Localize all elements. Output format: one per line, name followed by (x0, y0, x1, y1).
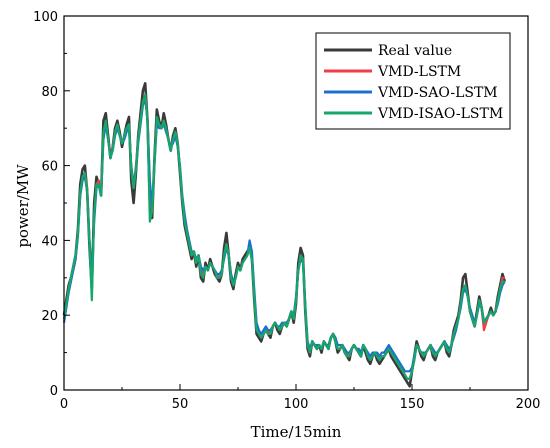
x-tick-label: 150 (400, 397, 425, 412)
y-axis-title: power/MW (14, 164, 32, 248)
y-tick-label: 0 (50, 384, 58, 399)
x-tick-label: 0 (60, 397, 68, 412)
x-tick-label: 100 (284, 397, 309, 412)
x-axis-title: Time/15min (251, 423, 342, 441)
y-tick-label: 100 (33, 10, 58, 25)
series-line-4 (62, 93, 505, 380)
legend: Real value VMD-LSTM VMD-SAO-LSTM VMD-ISAO-L… (315, 32, 511, 130)
legend-label-2: VMD-LSTM (377, 64, 461, 80)
series-layer (62, 82, 507, 388)
x-tick-label: 50 (172, 397, 189, 412)
y-tick-label: 80 (41, 85, 58, 100)
legend-label-3: VMD-SAO-LSTM (377, 85, 498, 101)
y-tick-label: 20 (41, 309, 58, 324)
ticks-layer: 0 50 100 150 200 0 20 40 60 80 100 (33, 10, 540, 412)
legend-label-4: VMD-ISAO-LSTM (377, 106, 503, 122)
y-tick-label: 60 (41, 160, 58, 175)
y-tick-label: 40 (41, 234, 58, 249)
legend-label-1: Real value (378, 43, 452, 59)
x-tick-label: 200 (516, 397, 541, 412)
